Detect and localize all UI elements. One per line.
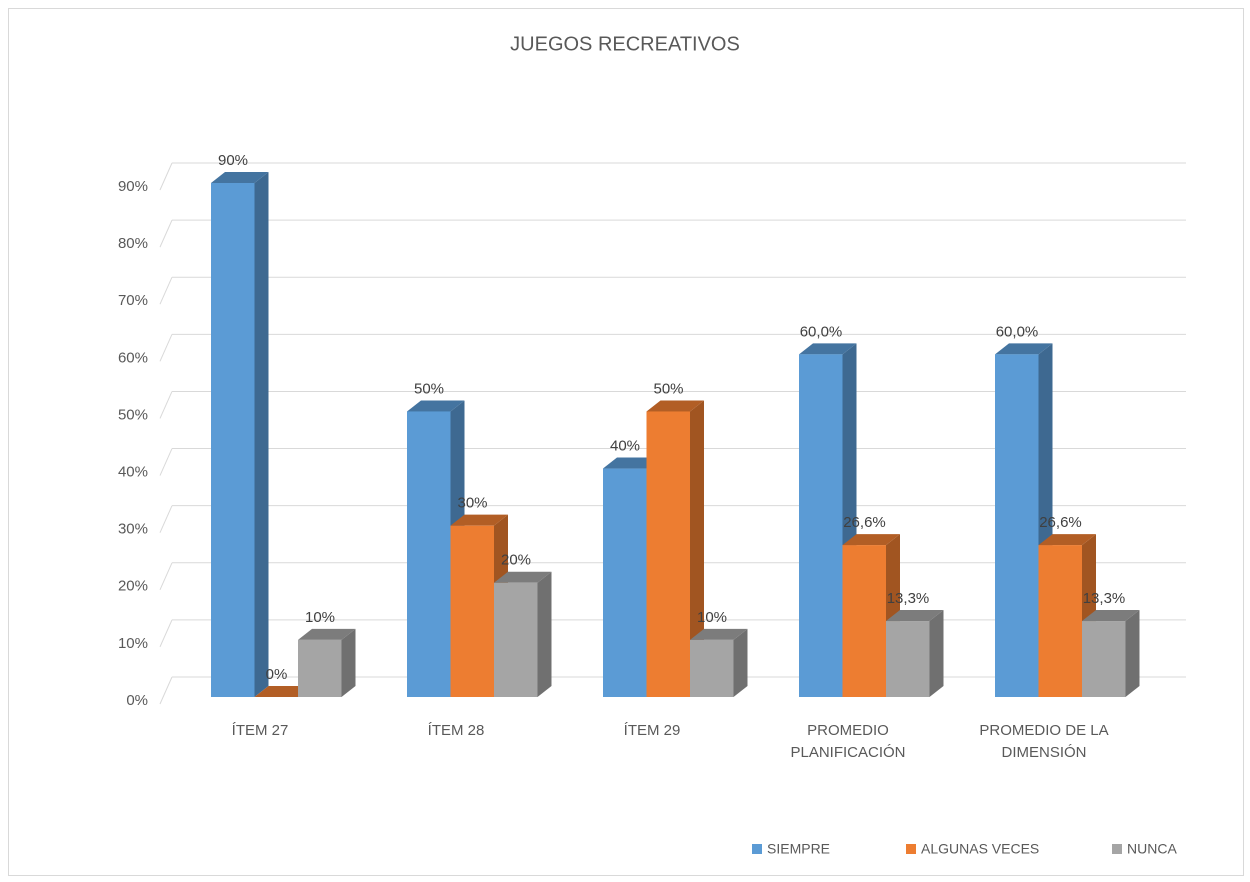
bar-side [1125,610,1140,697]
bar-top [211,172,269,183]
x-tick-label: PROMEDIO DE LA DIMENSIÓN [979,722,1109,761]
data-label: 0% [266,666,288,683]
y-tick-label: 50% [118,406,148,423]
data-label: 13,3% [1083,590,1126,607]
bar-side [929,610,944,697]
x-tick-label: ÍTEM 27 [231,722,289,739]
bar [450,525,494,697]
y-tick-label: 0% [126,692,148,709]
data-label: 10% [697,609,727,626]
bar-top [646,400,704,412]
legend-swatch [752,844,762,854]
bar-top [886,610,944,622]
bar-side [690,400,704,697]
bar-top [995,343,1053,355]
y-tick-label: 30% [118,521,148,538]
bar [842,545,886,697]
grid-line-side [159,277,173,305]
grid-line-side [159,676,173,705]
legend-swatch [906,844,916,854]
bar [886,621,930,697]
grid-line-side [159,562,173,590]
bar-top [1038,534,1096,546]
data-label: 13,3% [887,590,930,607]
legend-label: SIEMPRE [767,841,830,857]
bar-side [254,172,269,697]
bar [1082,621,1126,697]
legend-swatch [1112,844,1122,854]
data-label: 26,6% [1039,514,1082,531]
bar [1038,545,1082,697]
bar-top [254,686,312,697]
bar [407,411,451,697]
bar-top [603,457,661,469]
data-label: 50% [414,380,444,397]
data-label: 60,0% [996,323,1039,340]
bar-top [450,514,508,526]
bar-side [341,628,356,697]
bar-top [407,400,465,412]
grid-line-side [159,334,173,362]
bar [211,183,255,697]
legend-label: NUNCA [1127,841,1177,857]
grid-line-side [159,219,173,248]
grid-line-side [159,448,173,476]
bar [603,468,647,697]
bar [494,582,538,697]
x-tick-label: ÍTEM 28 [427,722,485,739]
x-tick-label: PROMEDIO PLANIFICACIÓN [790,722,906,761]
bar-top [690,628,748,640]
grid-line-side [159,162,173,191]
bar-side [733,628,748,697]
y-tick-label: 40% [118,464,148,481]
bar [646,411,690,697]
data-label: 10% [305,609,335,626]
y-tick-label: 80% [118,235,148,252]
grid-line-side [159,505,173,533]
bar-top [799,343,857,355]
bar [995,354,1039,697]
data-label: 90% [218,152,248,169]
bar-side [537,571,552,697]
bar [799,354,843,697]
bar-top [298,628,356,640]
data-label: 40% [610,438,640,455]
y-tick-label: 20% [118,578,148,595]
bar [298,639,342,697]
data-label: 20% [501,552,531,569]
y-tick-label: 10% [118,635,148,652]
y-tick-label: 60% [118,349,148,366]
y-tick-label: 90% [118,178,148,195]
y-tick-label: 70% [118,292,148,309]
data-label: 60,0% [800,323,843,340]
data-label: 50% [653,380,683,397]
chart-title: JUEGOS RECREATIVOS [510,33,740,55]
bar-top [842,534,900,546]
x-tick-label: ÍTEM 29 [623,722,681,739]
bar-top [494,571,552,583]
bar-top [1082,610,1140,622]
grid-line-side [159,619,173,648]
data-label: 26,6% [843,514,886,531]
bar [690,639,734,697]
legend-label: ALGUNAS VECES [921,841,1039,857]
grid-line-side [159,391,173,419]
data-label: 30% [457,495,487,512]
